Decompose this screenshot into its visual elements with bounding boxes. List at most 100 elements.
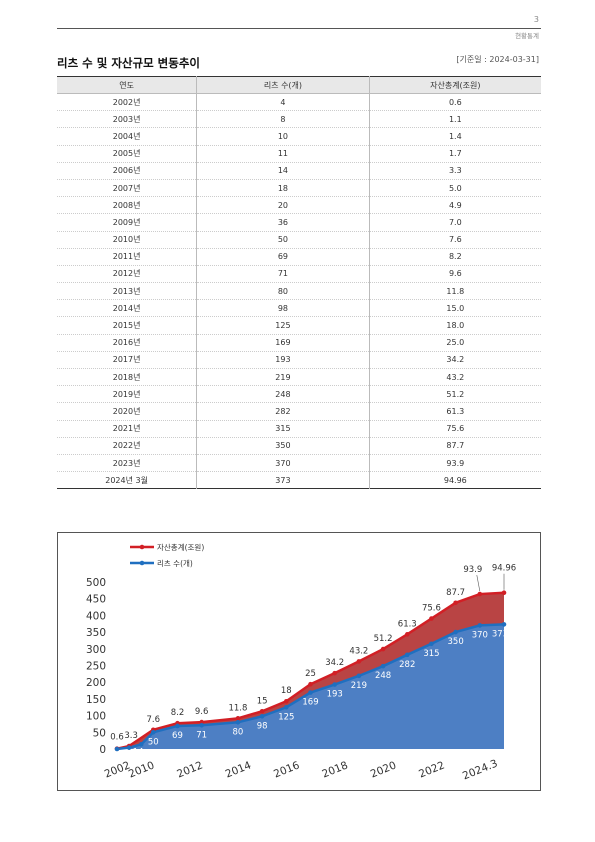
reits-data-label: 350 [448, 637, 464, 647]
reits-point [477, 623, 483, 628]
legend-label: 자산총계(조원) [157, 542, 204, 552]
y-tick-label: 300 [86, 644, 106, 656]
y-tick-label: 450 [86, 594, 106, 606]
reits-count-cell: 4 [196, 93, 370, 112]
y-tick-label: 100 [86, 711, 106, 723]
header-rule [57, 28, 541, 29]
total-assets-cell: 75.6 [368, 420, 541, 438]
year-cell: 2021년 [57, 420, 198, 438]
reits-data-label: 50 [148, 737, 159, 747]
asset-point [404, 632, 410, 637]
reits-count-cell: 20 [196, 196, 370, 215]
reits-count-cell: 125 [196, 316, 370, 335]
reits-point [150, 730, 156, 735]
reits-data-label: 219 [351, 681, 367, 691]
reits-stats-table: 연도 리츠 수(개) 자산총계(조원) 2002년 4 0.6 2003년 8 1.1 2004… [57, 76, 541, 490]
asset-data-label: 8.2 [171, 708, 185, 718]
reits-point [429, 641, 434, 647]
year-cell: 2004년 [57, 127, 198, 146]
reits-point [380, 663, 386, 669]
year-cell: 2007년 [57, 179, 198, 198]
table-row: 2004년 10 1.4 [57, 127, 541, 146]
reits-count-cell: 248 [196, 385, 370, 404]
table-body: 2002년 4 0.6 2003년 8 1.1 2004년 10 1.4 2005년 11 1.7 20… [57, 93, 541, 489]
reits-line [116, 623, 505, 751]
asset-data-label: 9.6 [195, 707, 209, 717]
year-cell: 2020년 [57, 402, 198, 421]
asset-data-label: 15 [257, 696, 268, 706]
year-cell: 2009년 [57, 213, 198, 232]
reits-count-cell: 10 [196, 127, 370, 146]
page-number: 3 [533, 15, 539, 24]
asset-data-label: 61.3 [398, 619, 417, 629]
asset-point [356, 659, 362, 664]
year-cell: 2014년 [57, 299, 198, 318]
y-tick-label: 0 [99, 744, 106, 756]
legend-label: 리츠 수(개) [157, 558, 193, 568]
reits-count-cell: 50 [196, 231, 370, 249]
table-row: 2013년 80 11.8 [57, 282, 541, 301]
reits-data-label: 169 [302, 698, 318, 708]
reits-point [199, 722, 204, 728]
reits-point [259, 713, 265, 719]
year-cell: 2011년 [57, 248, 198, 266]
reits-point [453, 629, 458, 635]
total-assets-cell: 7.6 [368, 231, 541, 249]
reits-point [332, 682, 337, 687]
legend-marker [139, 560, 145, 566]
asset-data-label: 7.6 [147, 715, 161, 725]
y-tick-label: 500 [86, 577, 106, 589]
table-row: 2016년 169 25.0 [57, 334, 541, 352]
table-row: 2024년 3월 373 94.96 [57, 471, 541, 489]
total-assets-cell: 93.9 [368, 454, 541, 473]
reits-point [501, 622, 507, 627]
reits-count-cell: 69 [196, 248, 370, 266]
reits-count-cell: 370 [196, 454, 370, 473]
reits-data-label: 69 [172, 731, 183, 741]
table-row: 2010년 50 7.6 [57, 231, 541, 249]
y-tick-label: 150 [86, 694, 106, 706]
asset-data-label: 25 [305, 669, 316, 679]
reits-data-label: 282 [399, 660, 415, 670]
table-row: 2011년 69 8.2 [57, 248, 541, 266]
table-row: 2020년 282 61.3 [57, 402, 541, 421]
reits-point [284, 704, 289, 710]
year-cell: 2005년 [57, 145, 198, 163]
total-assets-cell: 94.96 [368, 471, 541, 489]
reits-count-cell: 373 [196, 471, 370, 489]
total-assets-cell: 34.2 [368, 351, 541, 370]
asset-point [429, 616, 434, 621]
reits-count-cell: 98 [196, 299, 370, 318]
asset-point [284, 698, 289, 704]
reits-count-cell: 282 [196, 402, 370, 421]
year-cell: 2015년 [57, 316, 198, 335]
reits-data-label: 125 [278, 712, 294, 722]
reits-count-cell: 14 [196, 162, 370, 180]
column-header: 자산총계(조원) [368, 76, 541, 94]
table-row: 2021년 315 75.6 [57, 420, 541, 438]
reits-count-cell: 8 [196, 110, 370, 129]
table-row: 2006년 14 3.3 [57, 162, 541, 180]
reits-count-cell: 169 [196, 334, 370, 352]
asset-point [380, 646, 386, 652]
asset-data-label: 93.9 [463, 565, 482, 575]
table-row: 2002년 4 0.6 [57, 93, 541, 112]
total-assets-cell: 18.0 [368, 316, 541, 335]
y-tick-label: 200 [86, 677, 106, 689]
reits-data-label: 315 [423, 649, 439, 659]
table-row: 2023년 370 93.9 [57, 454, 541, 473]
total-assets-cell: 4.9 [368, 196, 541, 215]
reits-point [126, 745, 132, 750]
table-row: 2018년 219 43.2 [57, 368, 541, 387]
year-cell: 2008년 [57, 196, 198, 215]
reits-data-label: 193 [327, 690, 343, 700]
year-cell: 2003년 [57, 110, 198, 129]
total-assets-cell: 43.2 [368, 368, 541, 387]
reits-point [235, 719, 241, 725]
y-tick-label: 250 [86, 661, 106, 673]
reits-count-cell: 193 [196, 351, 370, 370]
asset-point [235, 716, 241, 721]
asset-label-leader [476, 575, 481, 592]
asset-data-label: 94.96 [492, 564, 516, 574]
year-cell: 2013년 [57, 282, 198, 301]
